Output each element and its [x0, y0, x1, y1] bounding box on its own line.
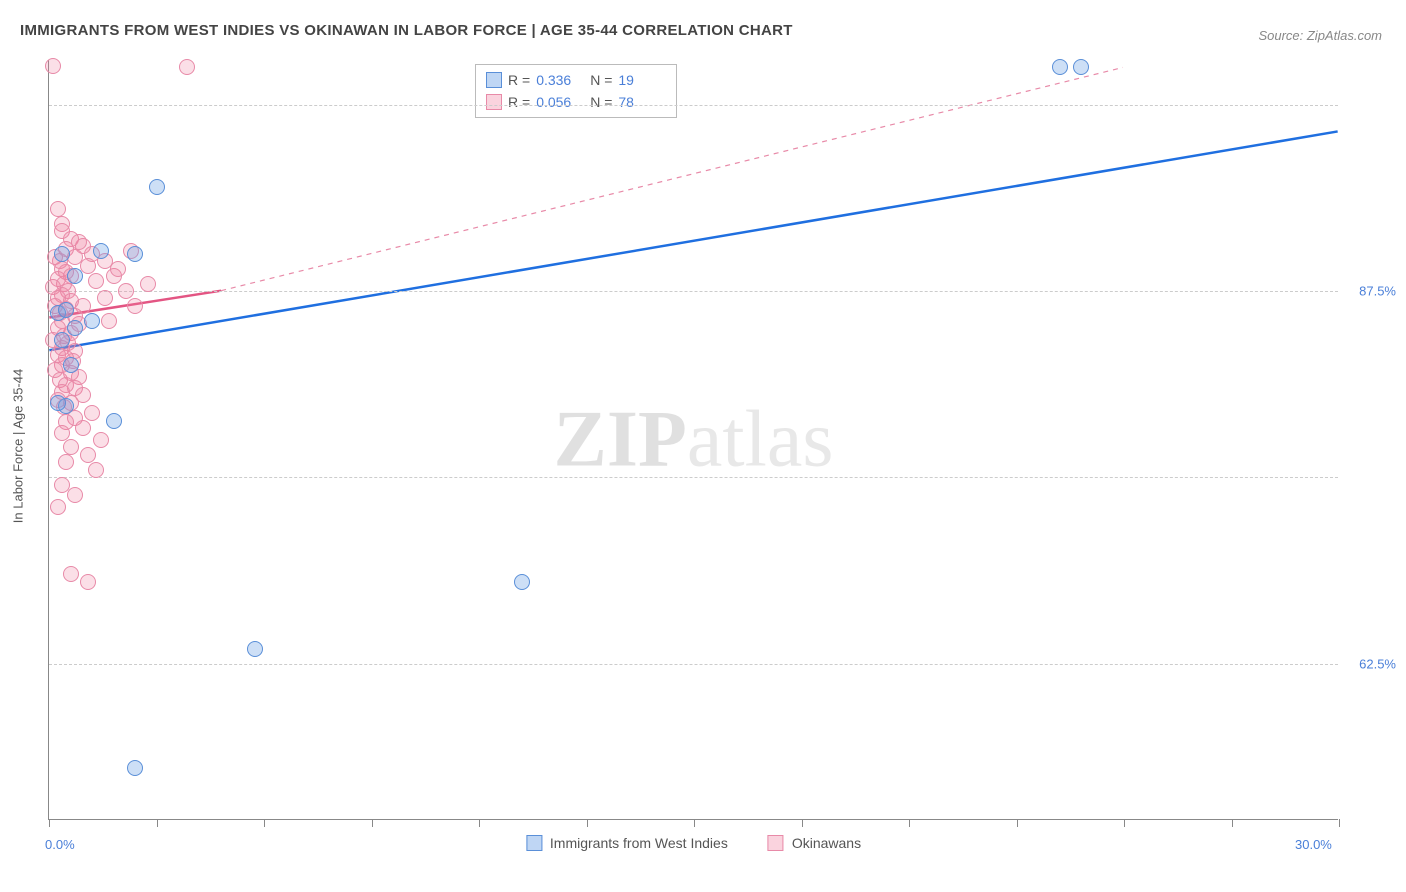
- data-point: [179, 59, 195, 75]
- data-point: [149, 179, 165, 195]
- data-point: [1073, 59, 1089, 75]
- data-point: [514, 574, 530, 590]
- data-point: [101, 313, 117, 329]
- bottom-legend: Immigrants from West Indies Okinawans: [526, 835, 861, 851]
- x-tick: [1017, 819, 1018, 827]
- data-point: [84, 405, 100, 421]
- x-tick: [802, 819, 803, 827]
- gridline: [49, 664, 1338, 665]
- x-tick: [1232, 819, 1233, 827]
- data-point: [80, 447, 96, 463]
- data-point: [110, 261, 126, 277]
- x-tick: [694, 819, 695, 827]
- r-value-blue: 0.336: [536, 69, 584, 91]
- plot-area: ZIPatlas R = 0.336 N = 19 R = 0.056 N = …: [48, 60, 1338, 820]
- data-point: [127, 246, 143, 262]
- x-tick: [264, 819, 265, 827]
- data-point: [54, 425, 70, 441]
- chart-title: IMMIGRANTS FROM WEST INDIES VS OKINAWAN …: [20, 22, 793, 39]
- watermark: ZIPatlas: [554, 394, 834, 485]
- data-point: [80, 258, 96, 274]
- y-tick-label: 87.5%: [1346, 283, 1396, 298]
- n-value-pink: 78: [618, 91, 666, 113]
- data-point: [50, 395, 66, 411]
- data-point: [67, 487, 83, 503]
- data-point: [63, 357, 79, 373]
- stat-row-pink: R = 0.056 N = 78: [486, 91, 666, 113]
- data-point: [50, 499, 66, 515]
- x-tick: [49, 819, 50, 827]
- data-point: [88, 462, 104, 478]
- data-point: [84, 313, 100, 329]
- data-point: [45, 58, 61, 74]
- legend-label-blue: Immigrants from West Indies: [550, 835, 728, 851]
- stat-legend: R = 0.336 N = 19 R = 0.056 N = 78: [475, 64, 677, 118]
- n-label: N =: [590, 69, 612, 91]
- data-point: [58, 454, 74, 470]
- x-tick: [909, 819, 910, 827]
- x-tick: [1339, 819, 1340, 827]
- y-tick-label: 62.5%: [1346, 656, 1396, 671]
- stat-row-blue: R = 0.336 N = 19: [486, 69, 666, 91]
- data-point: [75, 298, 91, 314]
- x-tick: [157, 819, 158, 827]
- r-label: R =: [508, 91, 530, 113]
- n-label: N =: [590, 91, 612, 113]
- gridline: [49, 477, 1338, 478]
- x-tick: [1124, 819, 1125, 827]
- r-label: R =: [508, 69, 530, 91]
- swatch-blue-icon: [486, 72, 502, 88]
- legend-label-pink: Okinawans: [792, 835, 861, 851]
- r-value-pink: 0.056: [536, 91, 584, 113]
- data-point: [93, 243, 109, 259]
- x-tick: [479, 819, 480, 827]
- data-point: [63, 439, 79, 455]
- data-point: [88, 273, 104, 289]
- data-point: [67, 268, 83, 284]
- x-tick: [372, 819, 373, 827]
- data-point: [127, 298, 143, 314]
- source-attribution: Source: ZipAtlas.com: [1258, 28, 1382, 43]
- legend-item-pink: Okinawans: [768, 835, 861, 851]
- data-point: [80, 574, 96, 590]
- data-point: [1052, 59, 1068, 75]
- data-point: [63, 566, 79, 582]
- swatch-blue-icon: [526, 835, 542, 851]
- data-point: [140, 276, 156, 292]
- legend-item-blue: Immigrants from West Indies: [526, 835, 728, 851]
- data-point: [54, 332, 70, 348]
- data-point: [106, 413, 122, 429]
- x-tick-label: 30.0%: [1295, 837, 1332, 852]
- data-point: [58, 302, 74, 318]
- n-value-blue: 19: [618, 69, 666, 91]
- data-point: [50, 201, 66, 217]
- data-point: [75, 420, 91, 436]
- data-point: [93, 432, 109, 448]
- data-point: [97, 290, 113, 306]
- data-point: [67, 320, 83, 336]
- data-point: [54, 246, 70, 262]
- y-axis-title: In Labor Force | Age 35-44: [11, 369, 26, 523]
- gridline: [49, 105, 1338, 106]
- gridline: [49, 291, 1338, 292]
- x-tick: [587, 819, 588, 827]
- data-point: [118, 283, 134, 299]
- data-point: [247, 641, 263, 657]
- data-point: [127, 760, 143, 776]
- swatch-pink-icon: [486, 94, 502, 110]
- swatch-pink-icon: [768, 835, 784, 851]
- x-tick-label: 0.0%: [45, 837, 75, 852]
- regression-lines: [49, 60, 1338, 819]
